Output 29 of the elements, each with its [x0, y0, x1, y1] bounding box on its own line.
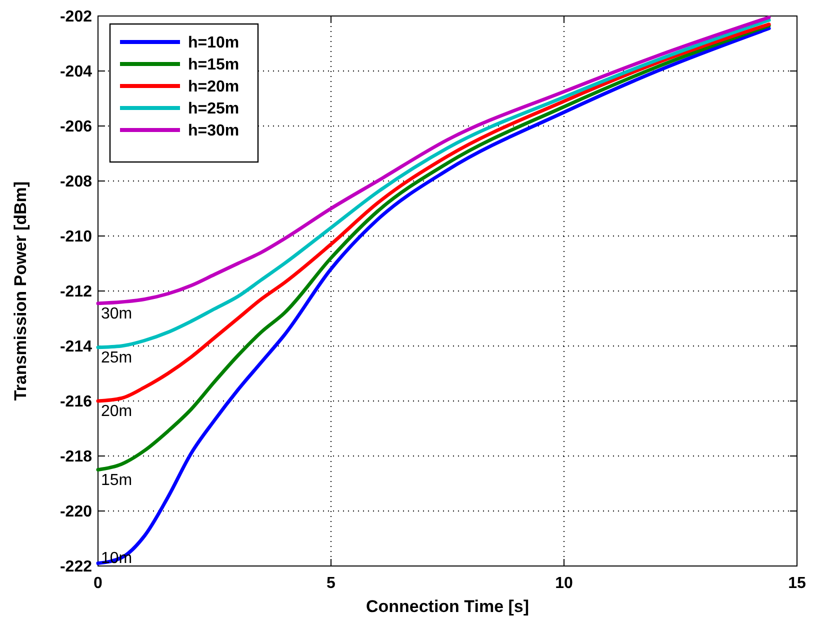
- x-axis-title: Connection Time [s]: [366, 597, 530, 616]
- legend-label: h=30m: [188, 122, 240, 140]
- line-series: [96, 22, 771, 403]
- y-axis-title: Transmission Power [dBm]: [11, 181, 30, 401]
- y-tick-label: -210: [60, 228, 92, 246]
- y-tick-label: -214: [60, 338, 92, 356]
- line-series: [96, 24, 771, 472]
- x-tick-label: 0: [94, 575, 103, 592]
- y-tick-label: -212: [60, 284, 92, 301]
- y-tick-label: -206: [60, 118, 92, 136]
- y-tick-label: -220: [60, 504, 92, 521]
- y-tick-label: -216: [60, 394, 92, 411]
- x-tick-label: 5: [326, 575, 336, 592]
- y-tick-label: -204: [60, 64, 92, 81]
- legend-label: h=10m: [188, 34, 240, 52]
- annotation: 15m: [101, 472, 132, 489]
- y-tick-label: -208: [60, 174, 92, 191]
- y-tick-label: -222: [60, 558, 92, 576]
- annotation: 30m: [101, 305, 132, 322]
- x-tick-label: 10: [555, 575, 573, 592]
- y-tick-label: -202: [60, 8, 92, 26]
- y-tick-label: -218: [60, 448, 92, 466]
- legend-label: h=25m: [188, 100, 240, 118]
- legend-label: h=15m: [188, 56, 240, 74]
- annotation: 25m: [101, 349, 132, 366]
- annotation: 20m: [101, 403, 132, 420]
- x-tick-label: 15: [788, 575, 806, 592]
- legend-label: h=20m: [188, 78, 240, 96]
- line-series: [96, 26, 771, 565]
